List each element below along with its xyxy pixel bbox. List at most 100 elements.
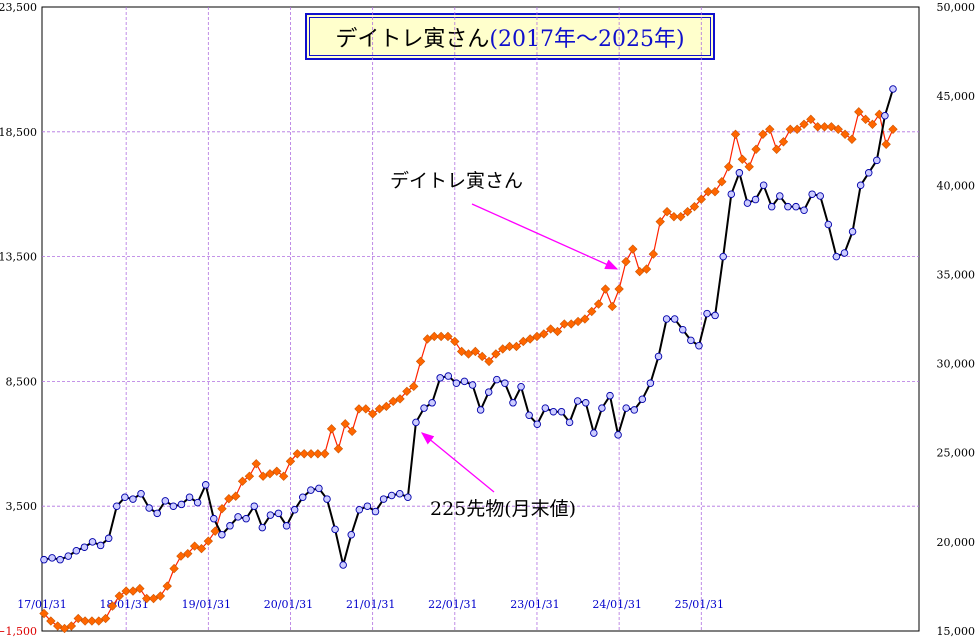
series-point	[646, 379, 655, 387]
annotation-daytrade-tora: デイトレ寅さん	[390, 170, 523, 192]
series-point	[598, 404, 606, 412]
series-point	[737, 154, 748, 164]
series-point	[340, 419, 350, 429]
series-point	[292, 449, 302, 459]
series-point	[860, 114, 871, 124]
series-point	[600, 284, 611, 294]
series-point	[580, 314, 590, 324]
series-point	[717, 177, 727, 187]
series-point	[169, 563, 179, 574]
series-point	[832, 252, 841, 261]
series-point	[145, 504, 153, 512]
left-tick-label: 13,500	[0, 251, 37, 264]
plot-frame	[41, 6, 920, 632]
series-point	[689, 202, 700, 212]
series-point	[307, 486, 315, 494]
series-point	[428, 399, 436, 407]
x-tick-label: 23/01/31	[510, 598, 559, 611]
series-point	[590, 429, 598, 437]
x-tick-label: 17/01/31	[17, 598, 66, 611]
x-tick-label: 18/01/31	[99, 598, 148, 611]
chart-title-box: デイトレ寅さん (2017年〜2025年)	[305, 13, 715, 60]
series-point	[518, 336, 528, 347]
series-point	[792, 124, 802, 134]
series-point	[559, 319, 570, 329]
series-point	[153, 509, 161, 518]
series-point	[250, 502, 258, 510]
series-point	[347, 426, 357, 436]
series-point	[129, 495, 137, 503]
series-point	[785, 124, 795, 134]
x-tick-label: 21/01/31	[346, 598, 395, 611]
series-point	[100, 613, 111, 624]
series-point	[258, 523, 267, 532]
series-point	[53, 621, 63, 631]
series-point	[765, 124, 775, 134]
series-point	[719, 252, 727, 261]
series-point	[142, 593, 152, 604]
series-point	[778, 137, 789, 147]
series-point	[687, 336, 695, 345]
series-point	[333, 444, 344, 454]
chart-title-name: デイトレ寅さん	[335, 26, 490, 52]
series-point	[169, 502, 178, 510]
series-point	[87, 616, 97, 626]
annotation-arrow	[471, 203, 619, 270]
series-point	[460, 377, 469, 386]
series-point	[452, 379, 461, 387]
series-point	[776, 192, 784, 200]
series-point	[504, 341, 515, 352]
series-point	[121, 493, 129, 502]
series-point	[355, 506, 364, 514]
series-point	[363, 502, 372, 510]
series-point	[436, 331, 446, 342]
series-point	[282, 522, 291, 530]
series-point	[39, 608, 49, 619]
series-point	[614, 431, 622, 439]
series-point	[873, 156, 881, 165]
series-point	[856, 181, 865, 190]
series-point	[532, 331, 542, 342]
series-point	[196, 543, 207, 554]
series-point	[323, 495, 331, 503]
series-point	[468, 381, 477, 389]
x-tick-label: 22/01/31	[428, 598, 477, 611]
series-point	[258, 471, 268, 481]
left-tick-label: 8,500	[6, 375, 38, 388]
series-point	[648, 249, 659, 259]
series-point	[541, 404, 550, 412]
series-point	[402, 386, 412, 397]
series-point	[244, 471, 255, 481]
series-point	[104, 534, 113, 543]
series-point	[767, 202, 776, 211]
series-point	[840, 249, 849, 257]
series-point	[621, 256, 631, 267]
right-axis: 15,000 20,000 25,000 30,000 35,000 40,000 45,0…	[937, 1, 976, 638]
series-point	[96, 541, 105, 550]
right-tick-label: 35,000	[937, 268, 976, 281]
series-point	[784, 202, 792, 211]
series-point	[696, 194, 706, 204]
series-point	[396, 489, 404, 498]
series-point	[387, 491, 396, 500]
series-point	[374, 404, 385, 414]
series-point	[121, 586, 131, 596]
right-tick-label: 20,000	[937, 536, 976, 549]
x-tick-label: 25/01/31	[675, 598, 724, 611]
left-tick-label: 18,500	[0, 126, 37, 139]
series-point	[525, 334, 535, 344]
series-point	[155, 591, 166, 601]
series-point	[326, 424, 337, 434]
series-point	[703, 187, 713, 197]
series-point	[881, 112, 889, 120]
series-point	[509, 399, 517, 407]
series-point	[371, 507, 380, 516]
series-point	[888, 124, 898, 134]
series-point	[549, 407, 558, 416]
grid-lines	[42, 7, 919, 631]
series-point	[412, 418, 420, 427]
series-point	[114, 591, 124, 601]
series-point	[73, 613, 83, 624]
x-tick-label: 20/01/31	[264, 598, 313, 611]
